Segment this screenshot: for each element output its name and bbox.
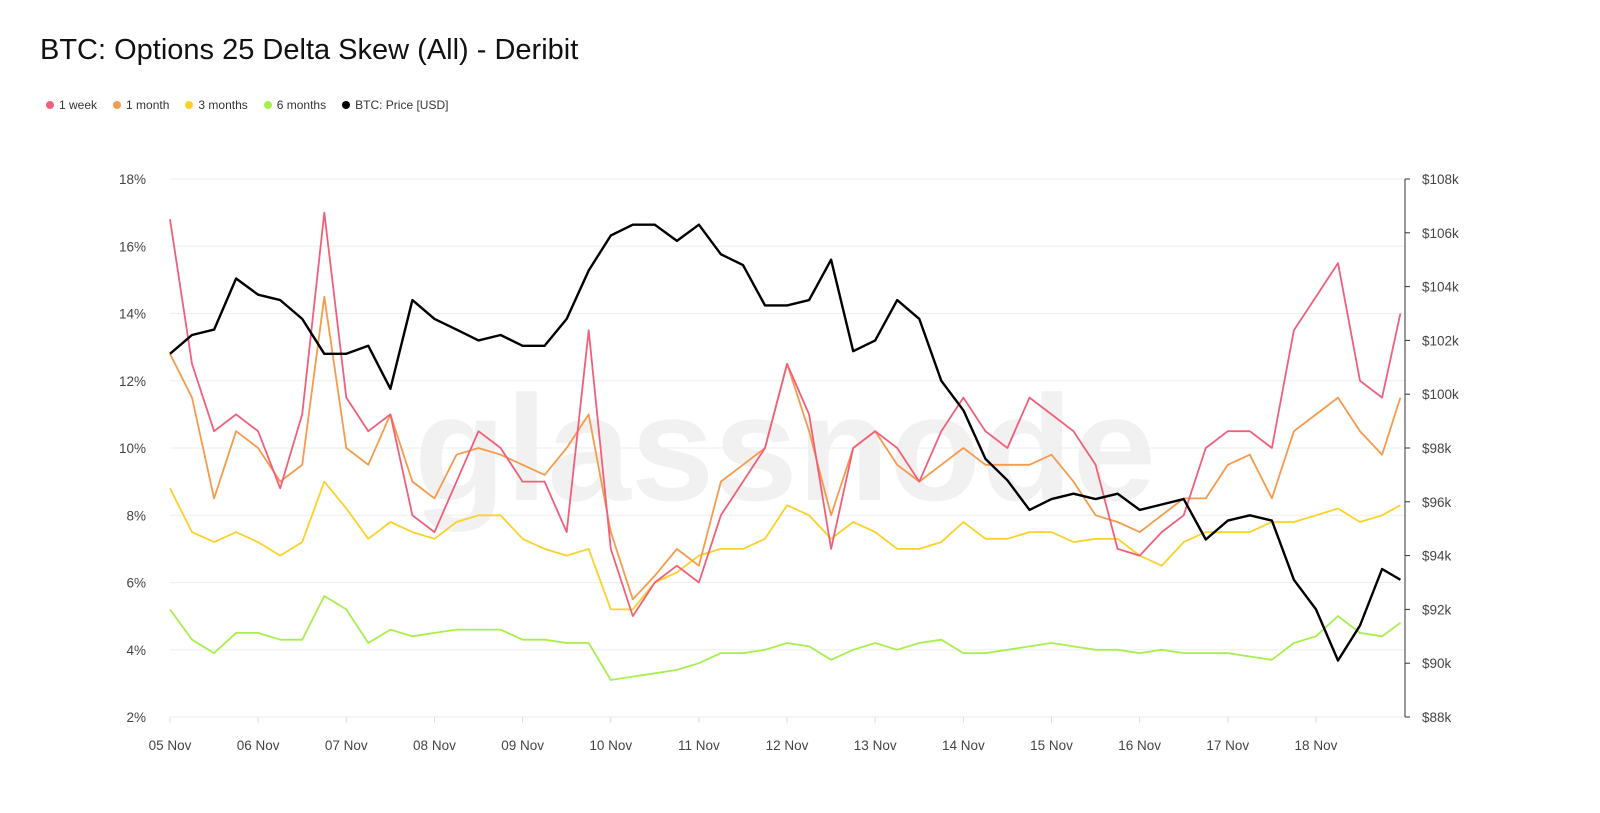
series-1-week xyxy=(169,211,1402,617)
y-right-tick-label: $88k xyxy=(1422,710,1452,725)
legend-label: 6 months xyxy=(276,98,327,112)
x-tick-label: 16 Nov xyxy=(1118,738,1161,753)
legend-item[interactable]: 1 week xyxy=(46,98,97,112)
y-left-tick-label: 8% xyxy=(126,508,146,523)
y-right-tick-label: $108k xyxy=(1422,172,1459,187)
legend-dot-icon xyxy=(263,101,272,109)
x-tick-label: 09 Nov xyxy=(501,738,544,753)
x-tick-label: 17 Nov xyxy=(1206,738,1249,753)
y-left-tick-label: 10% xyxy=(119,441,146,456)
legend-label: 3 months xyxy=(198,98,248,112)
y-right-tick-label: $96k xyxy=(1422,495,1452,510)
y-left-tick-label: 14% xyxy=(119,307,146,322)
series-line xyxy=(169,480,1401,611)
legend-dot-icon xyxy=(342,101,351,109)
y-right-tick-label: $104k xyxy=(1422,280,1459,295)
x-tick-label: 18 Nov xyxy=(1295,738,1338,753)
x-tick-label: 11 Nov xyxy=(678,738,720,753)
series-line xyxy=(169,595,1401,681)
x-tick-label: 15 Nov xyxy=(1030,738,1073,753)
y-right-tick-label: $92k xyxy=(1422,602,1452,617)
x-tick-label: 05 Nov xyxy=(149,738,192,753)
series-3-months xyxy=(169,480,1401,611)
y-right-tick-label: $98k xyxy=(1422,441,1452,456)
x-tick-label: 14 Nov xyxy=(942,738,985,753)
legend-item[interactable]: 1 month xyxy=(113,98,169,112)
series-btc-price-usd xyxy=(169,223,1402,662)
legend-dot-icon xyxy=(113,101,122,109)
y-left-tick-label: 6% xyxy=(126,576,146,591)
x-tick-label: 07 Nov xyxy=(325,738,368,753)
legend-dot-icon xyxy=(185,101,194,109)
y-left-tick-label: 4% xyxy=(126,643,146,658)
legend-label: BTC: Price [USD] xyxy=(355,98,449,112)
y-right-tick-label: $100k xyxy=(1422,387,1459,402)
series-line xyxy=(169,211,1402,617)
legend-label: 1 month xyxy=(126,98,170,112)
legend-item[interactable]: 3 months xyxy=(185,98,248,112)
y-right-tick-label: $94k xyxy=(1422,549,1452,564)
x-tick-label: 13 Nov xyxy=(854,738,897,753)
series-line xyxy=(169,223,1402,662)
y-left-tick-label: 16% xyxy=(119,239,146,254)
x-tick-label: 12 Nov xyxy=(766,738,809,753)
legend-label: 1 week xyxy=(59,98,98,112)
x-tick-label: 08 Nov xyxy=(413,738,456,753)
y-left-tick-label: 12% xyxy=(119,374,146,389)
legend: 1 week 1 month 3 months 6 months BTC: Price … xyxy=(46,98,448,112)
legend-item[interactable]: 6 months xyxy=(263,98,327,112)
x-tick-label: 10 Nov xyxy=(589,738,632,753)
legend-dot-icon xyxy=(46,101,54,109)
y-left-tick-label: 2% xyxy=(126,710,146,725)
y-left-tick-label: 18% xyxy=(119,172,146,187)
chart-title: BTC: Options 25 Delta Skew (All) - Derib… xyxy=(40,34,579,66)
y-right-tick-label: $106k xyxy=(1422,226,1459,241)
legend-item[interactable]: BTC: Price [USD] xyxy=(342,98,448,112)
y-right-tick-label: $90k xyxy=(1422,656,1452,671)
series-6-months xyxy=(169,595,1401,681)
x-tick-label: 06 Nov xyxy=(237,738,280,753)
y-right-tick-label: $102k xyxy=(1422,333,1459,348)
